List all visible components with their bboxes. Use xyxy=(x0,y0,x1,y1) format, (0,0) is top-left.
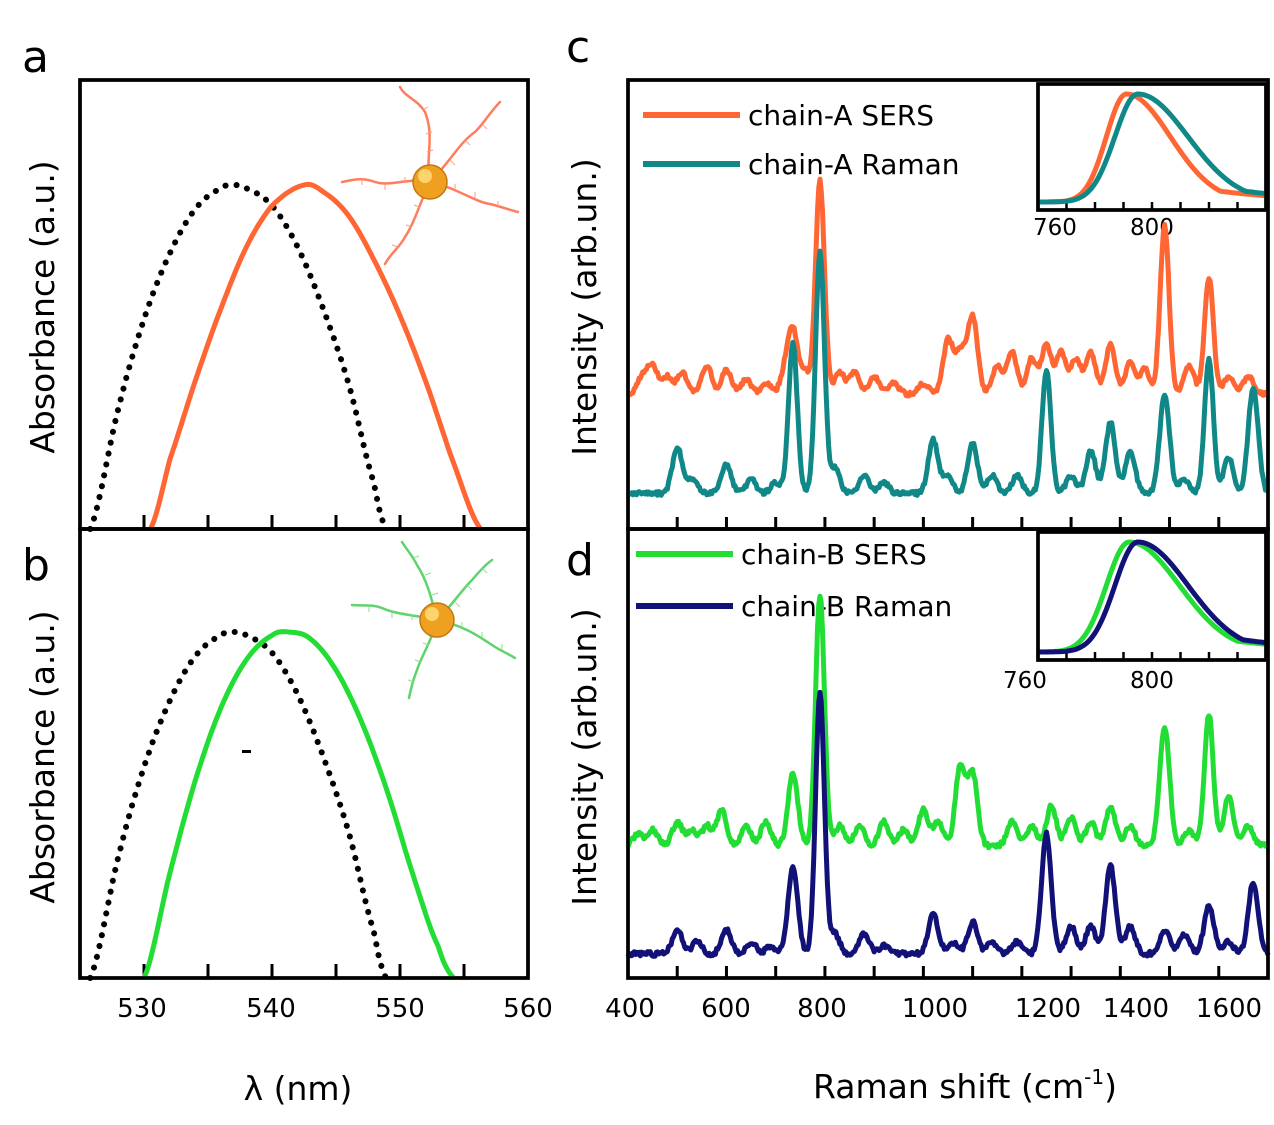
tick-530: 530 xyxy=(117,994,167,1024)
ylabel-d: Intensity (arb.un.) xyxy=(565,608,604,905)
inset-d: 760 800 xyxy=(1003,530,1268,694)
inset-series-chain-a-raman xyxy=(1038,91,1267,205)
legend-d-raman-label: chain-B Raman xyxy=(741,590,952,623)
ylabel-c: Intensity (arb.un.) xyxy=(565,158,604,455)
series-b-conjugate xyxy=(141,629,456,980)
inset-series-chain-b-sers xyxy=(1037,539,1267,655)
tick-400: 400 xyxy=(605,994,655,1024)
series-b-bare-nanoparticle xyxy=(87,629,389,981)
inset-c-tick-760: 760 xyxy=(1033,215,1077,241)
stray-mark xyxy=(242,750,251,753)
panel-letter-a: a xyxy=(22,32,49,83)
tick-540: 540 xyxy=(246,994,296,1024)
series-chain-a-sers xyxy=(626,176,1270,399)
plot-layer xyxy=(78,78,1271,981)
panel-letter-c: c xyxy=(566,22,590,73)
legend-d-sers-label: chain-B SERS xyxy=(741,538,927,571)
panel-letter-b: b xyxy=(22,540,50,591)
tick-1400: 1400 xyxy=(1103,994,1169,1024)
inset-frame-overlay-c xyxy=(1036,82,1268,212)
xlabel-raman-superscript: -1 xyxy=(1084,1065,1104,1089)
ylabel-a: Absorbance (a.u.) xyxy=(23,160,62,453)
tick-1000: 1000 xyxy=(902,994,968,1024)
tick-1200: 1200 xyxy=(1015,994,1081,1024)
legend-c-raman-label: chain-A Raman xyxy=(748,148,960,181)
frame-overlay-b xyxy=(78,527,530,980)
legend-d: chain-B SERS chain-B Raman xyxy=(636,538,952,623)
xlabel-raman-main: Raman shift (cm xyxy=(813,1067,1084,1106)
series-a-bare-nanoparticle xyxy=(87,182,389,532)
nanoparticle-chain-a-icon xyxy=(340,85,520,266)
tick-550: 550 xyxy=(375,994,425,1024)
tick-560: 560 xyxy=(503,994,553,1024)
series-chain-b-raman xyxy=(625,689,1271,959)
inset-d-tick-800: 800 xyxy=(1130,668,1174,694)
xlabel-raman-close: ) xyxy=(1104,1067,1117,1106)
ylabel-b: Absorbance (a.u.) xyxy=(23,610,62,903)
series-chain-b-sers xyxy=(625,593,1271,851)
tick-800: 800 xyxy=(797,994,847,1024)
xlabel-lambda: λ (nm) xyxy=(244,1069,353,1108)
panel-letter-d: d xyxy=(566,535,594,586)
frame-overlay-d xyxy=(626,527,1270,980)
raman-tick-labels: 400 600 800 1000 1200 1400 1600 xyxy=(605,994,1262,1024)
lambda-tick-labels: 530 540 550 560 xyxy=(117,994,553,1024)
legend-c: chain-A SERS chain-A Raman xyxy=(643,99,960,181)
inset-frame-overlay-d xyxy=(1036,530,1268,662)
series-a-conjugate xyxy=(148,181,483,531)
nanoparticle-chain-b-icon xyxy=(350,540,517,700)
tick-600: 600 xyxy=(701,994,751,1024)
inset-d-tick-760: 760 xyxy=(1003,668,1047,694)
legend-c-sers-label: chain-A SERS xyxy=(748,99,934,132)
inset-series-chain-b-raman xyxy=(1038,539,1267,655)
tick-1600: 1600 xyxy=(1196,994,1262,1024)
series-chain-a-raman xyxy=(625,248,1270,498)
xlabel-raman: Raman shift (cm-1) xyxy=(813,1065,1117,1106)
